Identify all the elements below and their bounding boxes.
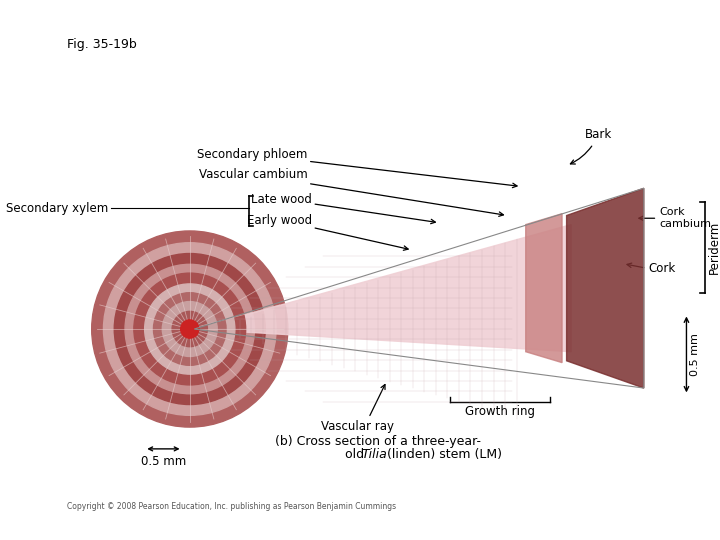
Polygon shape: [526, 214, 562, 363]
Text: old: old: [345, 448, 368, 461]
Text: Vascular ray: Vascular ray: [321, 420, 395, 433]
Text: Secondary xylem: Secondary xylem: [6, 202, 108, 215]
Text: (b) Cross section of a three-year-: (b) Cross section of a three-year-: [275, 435, 481, 448]
Text: Late wood: Late wood: [251, 193, 436, 224]
Circle shape: [91, 231, 288, 427]
Circle shape: [134, 273, 246, 385]
Circle shape: [145, 284, 235, 374]
Text: Fig. 35-19b: Fig. 35-19b: [67, 38, 137, 51]
Circle shape: [153, 293, 226, 365]
Text: Secondary phloem: Secondary phloem: [197, 148, 517, 188]
Text: Early wood: Early wood: [247, 213, 408, 250]
Circle shape: [162, 301, 217, 356]
Circle shape: [104, 242, 276, 415]
Text: (linden) stem (LM): (linden) stem (LM): [383, 448, 502, 461]
Text: Cork: Cork: [648, 262, 675, 275]
Circle shape: [172, 312, 207, 347]
Circle shape: [125, 264, 254, 394]
Text: Growth ring: Growth ring: [465, 406, 535, 419]
Polygon shape: [194, 225, 571, 352]
Polygon shape: [567, 188, 644, 388]
Circle shape: [114, 253, 265, 404]
Text: Copyright © 2008 Pearson Education, Inc. publishing as Pearson Benjamin Cummings: Copyright © 2008 Pearson Education, Inc.…: [67, 502, 396, 511]
Text: Vascular cambium: Vascular cambium: [199, 168, 503, 217]
Text: Cork
cambium: Cork cambium: [660, 207, 711, 229]
Text: 0.5 mm: 0.5 mm: [690, 333, 700, 376]
Circle shape: [181, 320, 199, 338]
Text: Bark: Bark: [570, 128, 612, 164]
Text: Tilia: Tilia: [361, 448, 387, 461]
Text: Periderm: Periderm: [708, 221, 720, 274]
Text: 0.5 mm: 0.5 mm: [141, 455, 186, 468]
Circle shape: [181, 320, 199, 338]
